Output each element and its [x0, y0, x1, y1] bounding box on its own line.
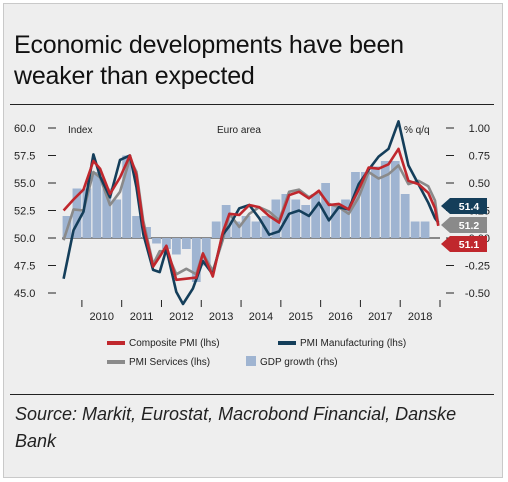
gdp-bar: [82, 188, 92, 238]
gdp-bar: [181, 238, 191, 249]
left-tick-label: 45.0: [14, 288, 35, 300]
region-label: Euro area: [217, 125, 261, 136]
x-tick-label: 2013: [209, 311, 233, 323]
gdp-bar: [291, 199, 301, 238]
gdp-bar: [102, 188, 112, 238]
gdp-bar: [201, 238, 211, 266]
legend-item-gdp: GDP growth (rhs): [246, 356, 338, 368]
gdp-bar: [241, 216, 251, 238]
services-line: [62, 157, 440, 276]
chart-title: Economic developments have been weaker t…: [14, 31, 404, 90]
services-end-badge: 51.2: [441, 217, 487, 233]
x-tick-label: 2015: [288, 311, 312, 323]
legend-swatch: [246, 356, 256, 366]
legend-item-manufacturing: PMI Manufacturing (lhs): [278, 338, 406, 349]
gdp-bar: [380, 161, 390, 238]
x-tick-label: 2014: [249, 311, 273, 323]
gdp-bar: [191, 238, 201, 282]
x-tick-label: 2018: [408, 311, 432, 323]
left-tick-label: 55.0: [14, 178, 35, 190]
gdp-bar: [361, 172, 370, 238]
x-tick-label: 2012: [169, 311, 193, 323]
gdp-bar: [112, 199, 122, 238]
badge-value: 51.4: [459, 201, 480, 213]
gdp-bar: [301, 205, 311, 238]
gdp-bar: [410, 221, 420, 238]
manufacturing-end-badge: 51.4: [441, 198, 487, 214]
tick-labels: 60.0 57.5 55.0 52.5 50.0 47.5 45.0 1.00 0.75 0.50…: [14, 123, 490, 323]
legend-swatch: [278, 341, 296, 345]
gdp-bar: [420, 221, 430, 238]
right-tick-label: 0.75: [469, 151, 490, 163]
chart-panel: [3, 3, 503, 478]
gdp-bar: [231, 221, 241, 238]
x-tick-label: 2011: [130, 311, 154, 323]
badge-shape: [441, 217, 487, 233]
gdp-bar: [331, 205, 340, 238]
gdp-bar: [251, 221, 261, 238]
gdp-bar: [162, 238, 171, 249]
gdp-bar: [122, 155, 132, 238]
chart-area: 60.0 57.5 55.0 52.5 50.0 47.5 45.0 1.00 0.75 0.50…: [14, 120, 490, 368]
gdp-bar: [132, 216, 141, 238]
legend-item-composite: Composite PMI (lhs): [107, 338, 220, 349]
composite-end-badge: 51.1: [441, 236, 487, 252]
gdp-bar: [370, 166, 380, 238]
badge-shape: [441, 198, 487, 214]
badge-value: 51.1: [459, 239, 480, 251]
right-tick-label: 1.00: [469, 123, 490, 135]
legend-label: Composite PMI (lhs): [129, 338, 220, 349]
legend-swatch: [107, 341, 125, 345]
source-note: Source: Markit, Eurostat, Macrobond Fina…: [15, 404, 457, 451]
right-tick-label: -0.50: [465, 288, 490, 300]
left-tick-label: 60.0: [14, 123, 35, 135]
left-tick-label: 52.5: [14, 206, 35, 218]
badge-value: 51.2: [459, 220, 480, 232]
gdp-bar: [311, 194, 321, 238]
gdp-bar: [92, 172, 102, 238]
right-tick-label: 0.50: [469, 178, 490, 190]
bottom-divider: [10, 394, 494, 395]
legend-swatch: [107, 360, 125, 364]
gdp-bar: [390, 161, 400, 238]
left-tick-label: 47.5: [14, 261, 35, 273]
gdp-bar: [72, 188, 82, 238]
gdp-bar: [341, 199, 350, 238]
x-tick-label: 2010: [90, 311, 114, 323]
x-tick-label: 2016: [328, 311, 352, 323]
composite-line: [62, 147, 440, 282]
legend: Composite PMI (lhs) PMI Manufacturing (lh…: [107, 338, 406, 368]
right-axis-label: % q/q: [404, 125, 430, 136]
legend-item-services: PMI Services (lhs): [107, 357, 210, 368]
gdp-bar: [321, 183, 330, 238]
gdp-bar: [281, 194, 291, 238]
gdp-bar: [400, 194, 410, 238]
right-tick-label: -0.25: [465, 261, 490, 273]
legend-label: PMI Manufacturing (lhs): [300, 338, 406, 349]
left-axis-label: Index: [68, 125, 92, 136]
pmi-lines: [62, 120, 440, 306]
badge-shape: [441, 236, 487, 252]
gdp-bar: [172, 238, 181, 255]
legend-label: PMI Services (lhs): [129, 357, 210, 368]
left-tick-label: 50.0: [14, 233, 35, 245]
end-value-badges: 51.4 51.2 51.1: [441, 198, 487, 252]
gdp-bar: [152, 238, 161, 244]
x-tick-label: 2017: [368, 311, 392, 323]
gdp-bar: [211, 221, 221, 238]
legend-label: GDP growth (rhs): [260, 357, 338, 368]
top-divider: [10, 104, 494, 105]
left-tick-label: 57.5: [14, 151, 35, 163]
